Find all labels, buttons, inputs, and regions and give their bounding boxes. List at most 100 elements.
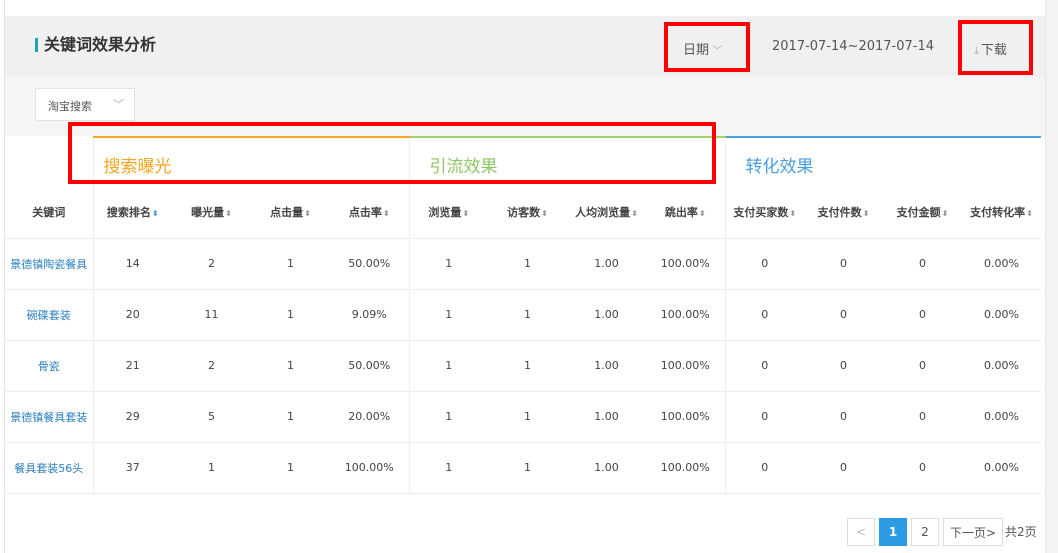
scrollbar-track[interactable] [1045, 0, 1058, 553]
table-cell: 1 [251, 442, 330, 494]
column-header-label: 跳出率 [664, 205, 698, 219]
table-cell: 0 [724, 391, 804, 443]
column-header[interactable]: 跳出率⬍ [646, 186, 725, 239]
table-cell: 0 [883, 238, 962, 290]
table-cell: 1 [488, 340, 567, 392]
group-spacer [5, 137, 93, 186]
column-header-label: 支付件数 [817, 205, 862, 219]
table-cell: 29 [92, 391, 172, 443]
table-cell: 1 [251, 238, 330, 290]
table-cell: 0 [804, 289, 883, 341]
pagination: < 1 2 下一页> 共2页 [847, 518, 1037, 546]
table-row: 餐具套装56头 37 1 1 100.00% 1 1 1.00 100.00% 0 0 0 0.00% [5, 442, 1041, 494]
date-dropdown-label: 日期 [683, 43, 710, 58]
column-header[interactable]: 浏览量⬍ [408, 186, 488, 239]
table-cell: 1 [488, 238, 567, 290]
sort-icon[interactable]: ⬍ [862, 208, 870, 218]
column-header[interactable]: 曝光量⬍ [172, 186, 251, 239]
table-cell: 1 [408, 340, 488, 392]
sort-icon[interactable]: ⬍ [304, 208, 311, 218]
sort-icon[interactable]: ⬍ [698, 208, 706, 218]
column-header-label: 点击量 [270, 205, 304, 219]
date-range: 2017-07-14~2017-07-14 [772, 39, 934, 54]
source-select-value: 淘宝搜索 [48, 100, 92, 113]
page-1-button[interactable]: 1 [879, 518, 907, 546]
group-traffic-effect: 引流效果 [408, 136, 725, 186]
table-cell: 0.00% [962, 238, 1041, 290]
column-header-label: 支付金额 [896, 205, 941, 219]
left-border [4, 0, 5, 553]
column-header[interactable]: 访客数⬍ [488, 186, 567, 239]
table-cell: 1 [408, 238, 488, 290]
table-cell: 37 [92, 442, 172, 494]
column-header[interactable]: 人均浏览量⬍ [567, 186, 646, 239]
keyword-link[interactable]: 碗碟套装 [5, 289, 93, 341]
page-2-button[interactable]: 2 [911, 518, 939, 546]
table-cell: 0.00% [962, 340, 1041, 392]
keyword-link[interactable]: 骨瓷 [5, 340, 93, 392]
sort-icon[interactable]: ⬍ [382, 208, 390, 218]
column-header[interactable]: 点击量⬍ [251, 186, 330, 239]
table-cell: 20.00% [330, 391, 409, 443]
table-cell: 100.00% [646, 391, 725, 443]
table-cell: 0 [724, 442, 804, 494]
column-header-label: 人均浏览量 [575, 205, 631, 219]
table-cell: 50.00% [330, 238, 409, 290]
table-cell: 0 [804, 391, 883, 443]
table-cell: 1.00 [567, 340, 646, 392]
keyword-link[interactable]: 景德镇餐具套装 [5, 391, 93, 443]
column-header-label: 支付转化率 [970, 205, 1026, 219]
column-header-label: 点击率 [348, 205, 382, 219]
table-cell: 0.00% [962, 442, 1041, 494]
column-header[interactable]: 搜索排名⬍ [92, 186, 172, 239]
prev-page-button[interactable]: < [847, 518, 875, 546]
table-cell: 11 [172, 289, 251, 341]
column-header-label: 曝光量 [191, 205, 225, 219]
table-cell: 2 [172, 340, 251, 392]
table-cell: 100.00% [646, 340, 725, 392]
sort-icon[interactable]: ⬍ [462, 208, 470, 218]
table-cell: 100.00% [646, 289, 725, 341]
section-header: 关键词效果分析 日期 ﹀ 2017-07-14~2017-07-14 ⤓ 下载 [5, 16, 1045, 76]
column-header[interactable]: 支付转化率⬍ [962, 186, 1041, 239]
column-header: 关键词 [5, 186, 93, 239]
sort-icon[interactable]: ⬍ [941, 208, 949, 218]
table-cell: 0 [883, 442, 962, 494]
keyword-link[interactable]: 餐具套装56头 [5, 442, 93, 494]
table-row: 碗碟套装 20 11 1 9.09% 1 1 1.00 100.00% 0 0 0 0.00% [5, 289, 1041, 341]
sort-icon[interactable]: ⬍ [1026, 208, 1033, 218]
table-cell: 1.00 [567, 289, 646, 341]
table-cell: 0 [883, 391, 962, 443]
table-cell: 0 [883, 340, 962, 392]
column-header[interactable]: 点击率⬍ [330, 186, 409, 239]
table-cell: 1 [408, 289, 488, 341]
group-search-exposure: 搜索曝光 [92, 136, 409, 186]
column-header[interactable]: 支付件数⬍ [804, 186, 883, 239]
table-cell: 1 [488, 442, 567, 494]
download-button[interactable]: ⤓ 下载 [974, 39, 1007, 58]
column-header[interactable]: 支付买家数⬍ [724, 186, 804, 239]
table-row: 景德镇餐具套装 29 5 1 20.00% 1 1 1.00 100.00% 0 0 0 0.00% [5, 391, 1041, 443]
table-cell: 0 [724, 289, 804, 341]
next-page-button[interactable]: 下一页> [943, 518, 1003, 546]
sort-icon[interactable]: ⬍ [789, 208, 797, 218]
sort-icon[interactable]: ⬍ [151, 208, 159, 218]
group-conversion-effect: 转化效果 [724, 136, 1041, 186]
column-header[interactable]: 支付金额⬍ [883, 186, 962, 239]
table-cell: 1 [251, 391, 330, 443]
date-dropdown[interactable]: 日期 ﹀ [683, 39, 722, 58]
table-cell: 5 [172, 391, 251, 443]
table-cell: 2 [172, 238, 251, 290]
column-header-label: 支付买家数 [733, 205, 789, 219]
sort-icon[interactable]: ⬍ [631, 208, 638, 218]
sort-icon[interactable]: ⬍ [225, 208, 232, 218]
table-cell: 1 [172, 442, 251, 494]
source-select[interactable]: 淘宝搜索 ﹀ [35, 88, 135, 121]
table-cell: 0.00% [962, 289, 1041, 341]
sort-icon[interactable]: ⬍ [541, 208, 548, 218]
table-cell: 0 [883, 289, 962, 341]
table-row: 景德镇陶瓷餐具 14 2 1 50.00% 1 1 1.00 100.00% 0 0 0 0.00% [5, 238, 1041, 290]
keyword-link[interactable]: 景德镇陶瓷餐具 [5, 238, 93, 290]
table-cell: 9.09% [330, 289, 409, 341]
table-cell: 0 [804, 442, 883, 494]
